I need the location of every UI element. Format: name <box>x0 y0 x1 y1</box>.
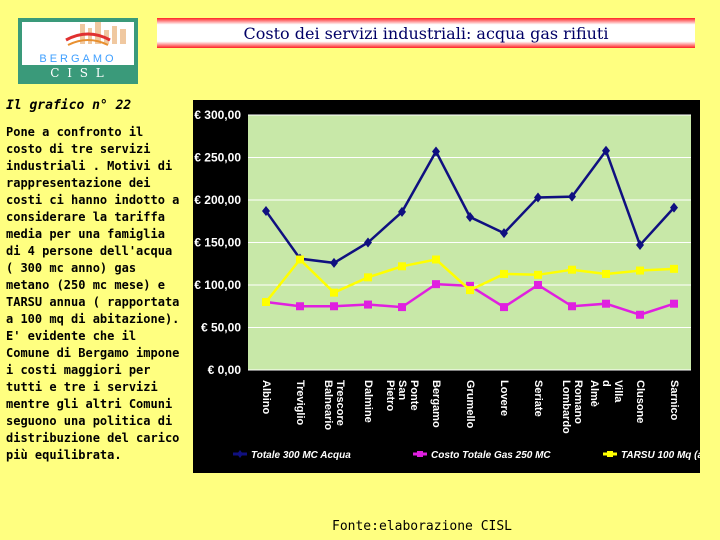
data-point <box>602 299 610 308</box>
legend-entry: TARSU 100 Mq (a <box>603 450 700 461</box>
svg-text:Albino: Albino <box>260 380 272 414</box>
svg-text:Clusone: Clusone <box>634 380 646 423</box>
data-point <box>364 237 372 248</box>
data-point <box>432 280 440 289</box>
data-point <box>534 281 542 289</box>
y-tick-label: € 250,00 <box>194 151 241 165</box>
data-point <box>398 303 406 312</box>
data-point <box>330 257 338 268</box>
data-point <box>466 212 474 222</box>
data-point <box>466 286 474 295</box>
data-point <box>602 145 610 156</box>
data-point <box>262 206 270 217</box>
svg-text:Lombardo: Lombardo <box>560 380 572 434</box>
x-tick-label: Albino <box>260 380 272 414</box>
costs-line-chart: € 0,00 € 50,00 € 100,00 € 150,00 € 200,00 € 2… <box>193 100 700 473</box>
data-point <box>364 273 372 282</box>
svg-text:d: d <box>600 380 612 387</box>
x-tick-label: Grumello <box>464 380 476 429</box>
legend-entry: Costo Totale Gas 250 MC <box>413 450 551 461</box>
data-point <box>398 262 406 271</box>
svg-text:Ponte: Ponte <box>408 380 420 411</box>
data-point <box>262 298 270 306</box>
svg-text:Lovere: Lovere <box>498 380 510 416</box>
svg-text:TARSU 100 Mq (a: TARSU 100 Mq (a <box>621 450 700 461</box>
svg-text:Balneario: Balneario <box>322 380 334 430</box>
y-tick-label: € 300,00 <box>194 108 241 122</box>
data-point <box>500 303 508 312</box>
cisl-logo: BERGAMO C I S L <box>18 18 138 84</box>
source-note: Fonte:elaborazione CISL <box>332 519 513 534</box>
data-point <box>636 240 644 251</box>
svg-text:Romano: Romano <box>572 380 584 424</box>
data-point <box>636 310 644 319</box>
graph-description: Pone a confronto il costo di tre servizi… <box>6 125 180 462</box>
svg-text:Sarnico: Sarnico <box>668 380 680 421</box>
data-point <box>500 269 508 278</box>
data-point <box>670 299 678 308</box>
x-tick-label: Bergamo <box>430 380 442 428</box>
svg-text:Pietro: Pietro <box>384 380 396 411</box>
data-point <box>636 266 644 275</box>
data-point <box>670 202 678 213</box>
y-tick-label: € 100,00 <box>194 278 241 292</box>
page-title: Costo dei servizi industriali: acqua gas… <box>243 23 609 43</box>
x-tick-label: Sarnico <box>668 380 680 421</box>
data-point <box>466 281 474 290</box>
legend-entry: Totale 300 MC Acqua <box>233 450 351 461</box>
y-tick-label: € 50,00 <box>201 321 241 335</box>
swoosh-icon <box>65 32 111 42</box>
svg-text:Almè: Almè <box>588 380 600 407</box>
logo-top-text: BERGAMO <box>39 53 116 65</box>
data-point <box>602 269 610 278</box>
data-point <box>398 206 406 217</box>
x-tick-label: Clusone <box>634 380 646 423</box>
x-tick-label: Lovere <box>498 380 510 416</box>
svg-text:Grumello: Grumello <box>464 380 476 429</box>
data-point <box>568 302 576 311</box>
data-point <box>670 264 678 273</box>
logo-bottom-text: C I S L <box>50 66 106 80</box>
data-point <box>296 302 304 311</box>
data-point <box>330 288 338 297</box>
title-banner: Costo dei servizi industriali: acqua gas… <box>157 18 695 48</box>
svg-text:Seriate: Seriate <box>532 380 544 417</box>
svg-text:Villa: Villa <box>612 380 624 403</box>
svg-text:Dalmine: Dalmine <box>362 380 374 423</box>
svg-text:Treviglio: Treviglio <box>294 380 306 426</box>
data-point <box>432 255 440 264</box>
graph-heading: Il grafico n° 22 <box>6 98 132 113</box>
svg-text:Costo Totale Gas 250 MC: Costo Totale Gas 250 MC <box>431 450 551 461</box>
y-tick-label: € 200,00 <box>194 193 241 207</box>
data-point <box>568 191 576 202</box>
y-tick-label: € 0,00 <box>208 363 242 377</box>
x-tick-label: Treviglio <box>294 380 306 426</box>
x-tick-label: Dalmine <box>362 380 374 423</box>
x-tick-label: Seriate <box>532 380 544 417</box>
y-tick-label: € 150,00 <box>194 236 241 250</box>
data-point <box>500 228 508 239</box>
data-point <box>534 192 542 203</box>
data-point <box>296 255 304 264</box>
data-point <box>432 146 440 157</box>
data-point <box>330 302 338 311</box>
svg-text:San: San <box>396 380 408 400</box>
data-point <box>534 270 542 279</box>
svg-text:Totale 300 MC Acqua: Totale 300 MC Acqua <box>251 450 351 461</box>
svg-text:Trescore: Trescore <box>334 380 346 426</box>
data-point <box>568 265 576 274</box>
data-point <box>364 300 372 309</box>
svg-text:Bergamo: Bergamo <box>430 380 442 428</box>
